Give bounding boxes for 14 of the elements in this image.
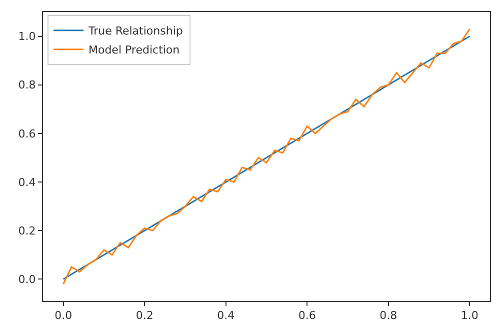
y-tick-label: 0.6 [18, 127, 36, 140]
legend-label: True Relationship [87, 24, 183, 38]
x-tick-label: 0.6 [298, 309, 316, 322]
x-tick-label: 0.4 [217, 309, 235, 322]
y-tick-label: 0.4 [18, 176, 36, 189]
y-tick-label: 0.8 [18, 78, 36, 92]
x-tick-label: 1.0 [460, 309, 478, 322]
y-tick-label: 0.0 [18, 272, 36, 286]
x-tick-label: 0.0 [54, 309, 72, 322]
legend-label: Model Prediction [88, 44, 180, 57]
x-tick-label: 0.2 [136, 309, 154, 322]
y-tick-label: 0.2 [18, 224, 36, 238]
y-tick-label: 1.0 [18, 30, 36, 44]
x-tick-label: 0.8 [380, 309, 398, 322]
